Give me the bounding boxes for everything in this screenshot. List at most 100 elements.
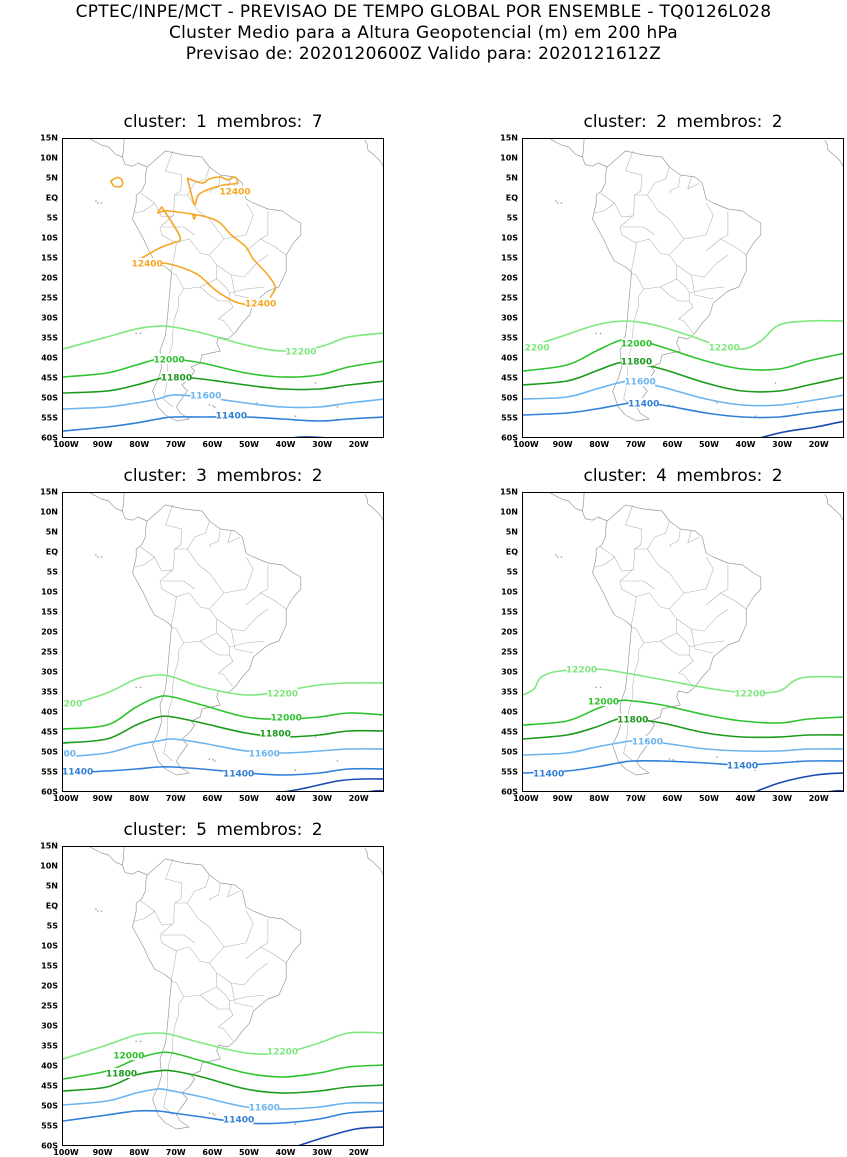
lat-tick-label: 20S: [41, 981, 58, 991]
panel-title: cluster: 3 membros: 2: [123, 466, 323, 486]
contour-label: 12400: [245, 299, 276, 309]
contour-label-bg: [727, 760, 758, 770]
lat-tick-label: EQ: [505, 193, 518, 203]
contour-11800: [523, 361, 843, 393]
contour-label: 11800: [260, 729, 291, 739]
lat-tick-label: 20S: [41, 627, 58, 637]
contour-label-bg: [154, 354, 185, 364]
panel-title: cluster: 4 membros: 2: [583, 466, 783, 486]
contour-11800: [63, 376, 383, 394]
lat-tick-label: 10N: [40, 507, 58, 517]
contour-11400: [523, 402, 843, 419]
contour-label: 12400: [132, 259, 163, 269]
lat-tick-label: 45S: [41, 727, 58, 737]
lon-tick-label: 60W: [202, 440, 223, 449]
contour-12000: [523, 337, 843, 372]
contour-label-bg: [267, 688, 298, 698]
lat-tick-label: 5S: [46, 213, 58, 223]
lat-tick-label: 35S: [41, 333, 58, 343]
lon-tick-label: 100W: [513, 440, 539, 449]
lat-tick-label: 10N: [40, 861, 58, 871]
lat-tick-label: 10S: [41, 941, 58, 951]
contour-label: 11400: [216, 411, 247, 421]
lon-tick-label: 50W: [238, 440, 259, 449]
lat-tick-label: 10N: [500, 153, 518, 163]
contour-11200: [760, 420, 843, 437]
map-svg: 12400 12400 12400 12200 12000 11800 11600 11400: [63, 139, 383, 437]
map-panel-2: cluster: 2 membros: 2 12200 12200 12000 1180…: [500, 112, 844, 449]
contour-label-bg: [734, 688, 765, 698]
lat-tick-label: 45S: [41, 1081, 58, 1091]
lat-tick-label: 55S: [501, 413, 518, 423]
contour-11200: [292, 436, 326, 437]
lat-tick-label: 25S: [501, 293, 518, 303]
map-panel-1: cluster: 1 membros: 7 12400 12400 12400 1220…: [40, 112, 384, 449]
lon-tick-label: 20W: [808, 794, 829, 803]
lat-tick-label: 55S: [41, 413, 58, 423]
contour-label-bg: [285, 346, 316, 356]
contour-11600: [523, 740, 843, 756]
lat-tick-label: 60S: [501, 787, 518, 797]
contour-label: 11600: [249, 749, 280, 759]
lat-tick-label: 60S: [41, 433, 58, 443]
lat-tick-label: 30S: [41, 313, 58, 323]
contour-12200: [63, 1031, 383, 1060]
header-line-3: Previsao de: 2020120600Z Valido para: 20…: [185, 44, 662, 64]
lat-tick-label: 25S: [501, 647, 518, 657]
lon-tick-label: 80W: [129, 440, 150, 449]
lat-tick-label: 25S: [41, 1001, 58, 1011]
lat-tick-label: 50S: [41, 747, 58, 757]
contour-12400: [133, 206, 277, 307]
lon-tick-label: 30W: [772, 440, 793, 449]
contour-label: 12000: [113, 1051, 144, 1061]
contour-label: 12200: [709, 343, 740, 353]
lat-tick-label: 45S: [501, 373, 518, 383]
contour-11200: [284, 778, 383, 791]
map-panel-4: cluster: 4 membros: 2 12200 12200 12000 1180…: [500, 466, 844, 803]
contour-label-bg: [621, 356, 652, 366]
contour-label-bg: [245, 298, 276, 308]
lon-tick-label: 100W: [53, 1148, 79, 1157]
lon-tick-label: 90W: [92, 440, 113, 449]
contour-label-bg: [566, 664, 597, 674]
contour-label-bg: [260, 728, 291, 738]
contour-11200: [368, 789, 383, 791]
lon-tick-label: 70W: [165, 440, 186, 449]
map-frame: 12200 12200 12000 11800 11600 11400: [522, 138, 844, 438]
lon-tick-label: 60W: [662, 794, 683, 803]
panel-title: cluster: 1 membros: 7: [123, 112, 323, 132]
lat-tick-label: 5N: [45, 527, 58, 537]
contour-label-bg: [223, 768, 254, 778]
lon-tick-label: 50W: [698, 440, 719, 449]
lat-tick-label: 30S: [501, 313, 518, 323]
contour-label: 12200: [267, 1047, 298, 1057]
lon-tick-label: 40W: [735, 440, 756, 449]
lat-tick-label: 55S: [41, 1121, 58, 1131]
map-frame: 12200 12200 12000 11800 11600 11400 11400: [522, 492, 844, 792]
contour-11600: [63, 394, 383, 410]
lat-tick-label: 45S: [41, 373, 58, 383]
contour-11600: [63, 738, 383, 758]
lat-tick-label: EQ: [505, 547, 518, 557]
contour-label: 11800: [621, 357, 652, 367]
lon-tick-label: 20W: [348, 440, 369, 449]
contour-label: 11800: [617, 715, 648, 725]
contour-label-bg: [63, 748, 77, 758]
lat-tick-label: 15S: [41, 253, 58, 263]
lat-tick-label: 15N: [500, 487, 518, 497]
lat-tick-label: 35S: [501, 333, 518, 343]
contour-label-bg: [63, 766, 93, 776]
contour-12000: [63, 357, 383, 378]
contour-label-bg: [617, 714, 648, 724]
lat-tick-label: 5N: [45, 173, 58, 183]
lon-tick-label: 40W: [275, 794, 296, 803]
lon-tick-label: 30W: [772, 794, 793, 803]
lon-tick-label: 30W: [312, 440, 333, 449]
lat-tick-label: 10S: [41, 233, 58, 243]
lat-tick-label: 15N: [40, 133, 58, 143]
contour-12000: [63, 695, 383, 730]
contour-label-bg: [219, 186, 250, 196]
contour-label-bg: [628, 398, 659, 408]
contour-11400: [63, 1109, 383, 1125]
contour-label: 11400: [628, 399, 659, 409]
